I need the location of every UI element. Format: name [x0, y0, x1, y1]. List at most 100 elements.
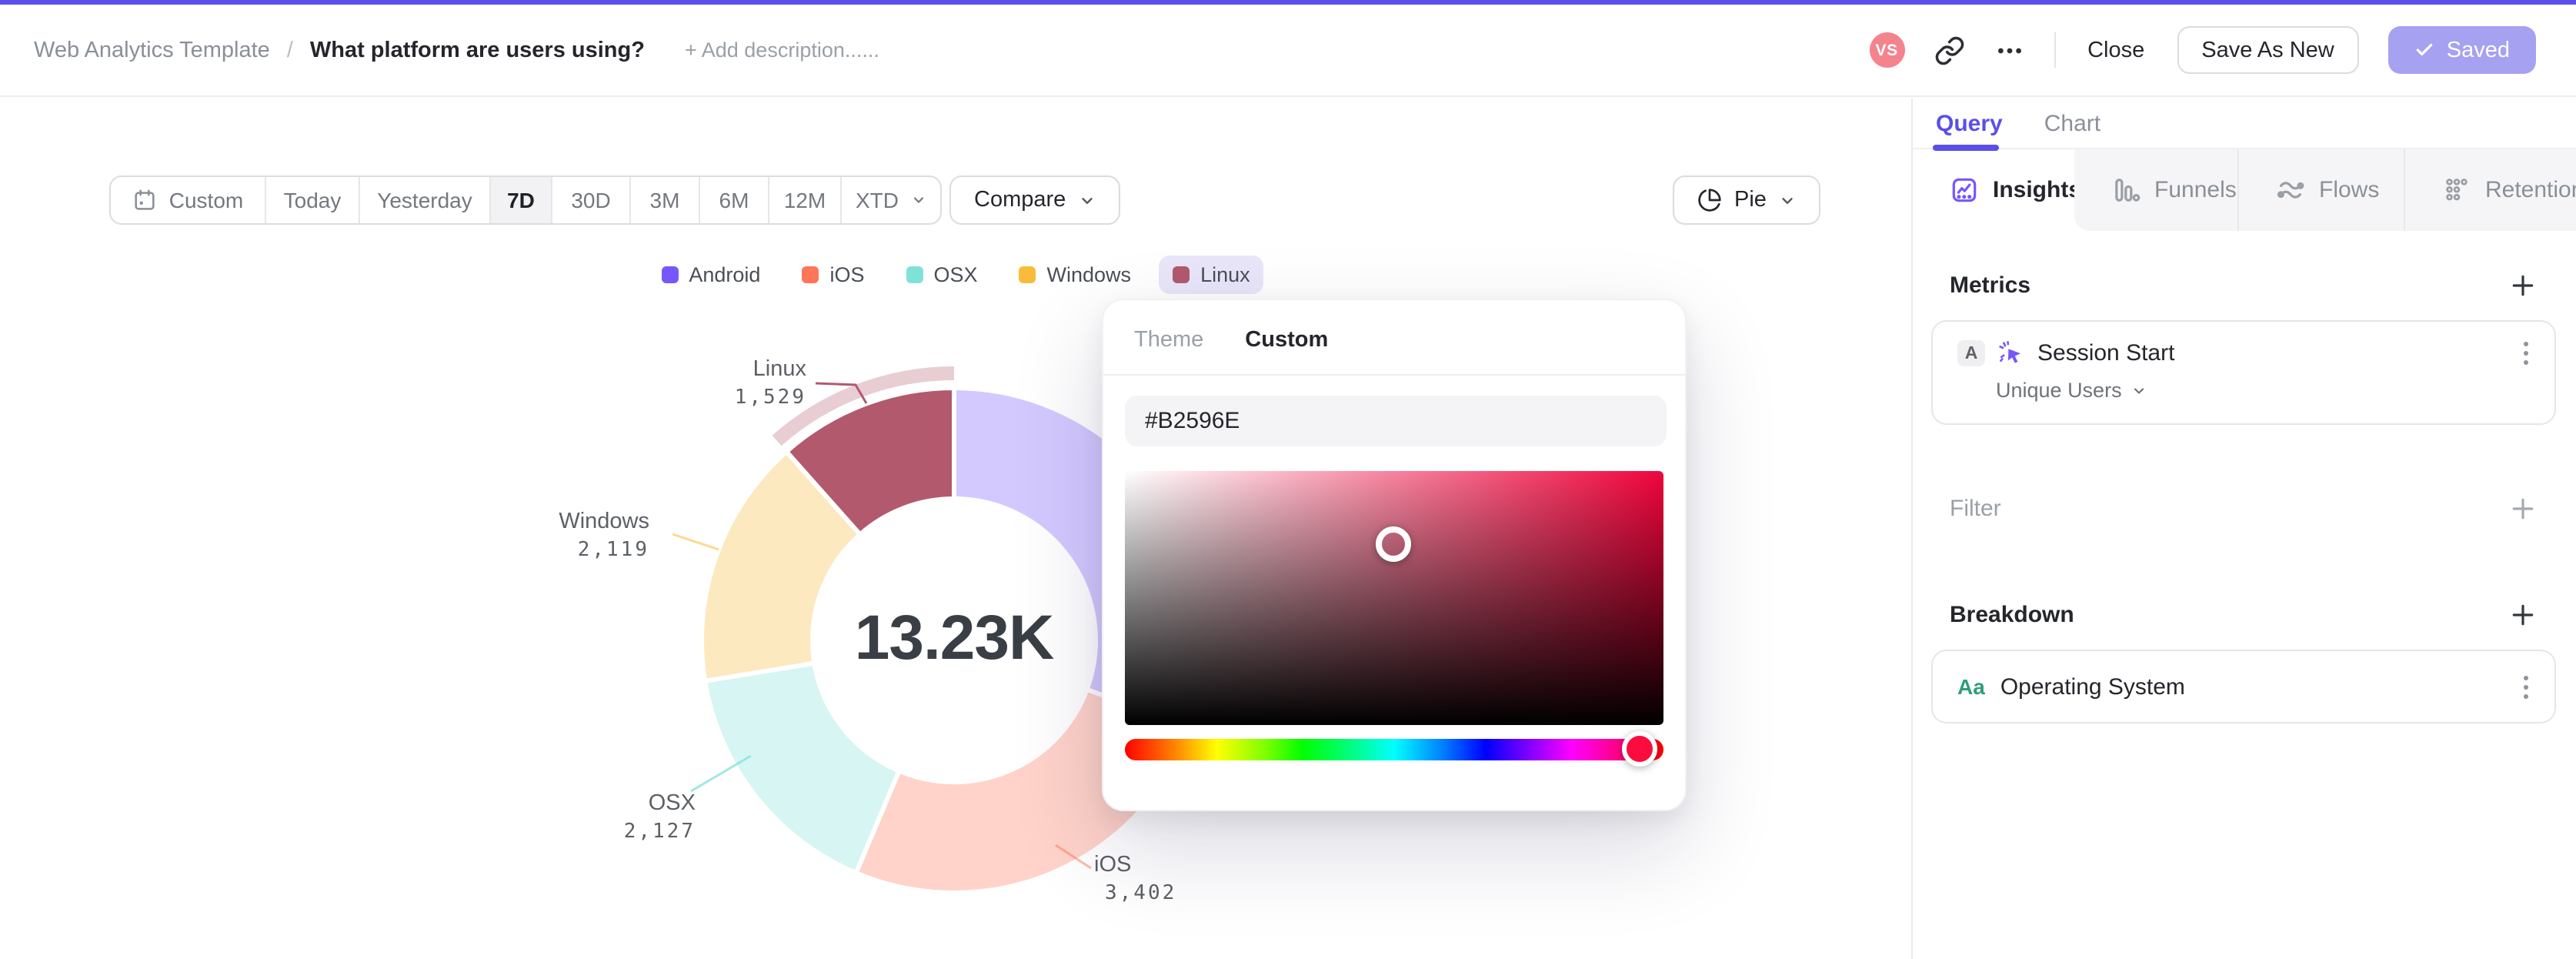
avatar[interactable]: VS	[1869, 32, 1905, 68]
legend-swatch	[1019, 266, 1036, 283]
chart-canvas: Custom Today Yesterday 7D 30D 3M 6M 12M XTD Comp…	[0, 99, 1911, 959]
tab-insights[interactable]: Insights	[1913, 149, 2081, 231]
legend-item-ios[interactable]: iOS	[788, 256, 878, 294]
breakdown-heading: Breakdown	[1950, 602, 2074, 628]
filter-heading: Filter	[1950, 496, 2001, 522]
more-menu-icon[interactable]	[1994, 35, 2024, 65]
breakdown-section-header: Breakdown	[1913, 602, 2576, 628]
legend-item-android[interactable]: Android	[647, 256, 774, 294]
metric-row: A Session Start	[1957, 339, 2531, 368]
breakdown-kebab-menu[interactable]	[2521, 672, 2531, 701]
legend-item-osx[interactable]: OSX	[893, 256, 992, 294]
add-description-button[interactable]: + Add description......	[684, 38, 879, 62]
tab-retention[interactable]: Retention	[2404, 149, 2576, 231]
add-breakdown-button[interactable]	[2510, 602, 2536, 628]
range-xtd[interactable]: XTD	[840, 177, 940, 223]
range-12m[interactable]: 12M	[768, 177, 840, 223]
header-actions: VS Close Save As New Saved	[1869, 26, 2536, 74]
filter-section-header: Filter	[1913, 496, 2576, 522]
active-tab-underline	[1933, 145, 1999, 151]
tab-funnels[interactable]: Funnels	[2074, 149, 2237, 231]
hue-slider[interactable]	[1125, 731, 1663, 767]
add-filter-button[interactable]	[2510, 496, 2536, 522]
saturation-brightness-field[interactable]	[1125, 471, 1663, 725]
callout-name: iOS	[1094, 853, 1132, 877]
analysis-type-tabs: Insights Funnels Flows Retention	[1913, 149, 2576, 231]
metric-event-name: Session Start	[2037, 340, 2175, 366]
aggregation-label: Unique Users	[1996, 379, 2122, 402]
donut-total-label: 13.23K	[854, 602, 1054, 673]
tab-theme[interactable]: Theme	[1134, 328, 1204, 353]
metric-card[interactable]: A Session Start Unique Users	[1931, 320, 2556, 425]
slice-windows[interactable]	[699, 449, 863, 683]
save-as-new-button[interactable]: Save As New	[2177, 26, 2359, 74]
chevron-down-icon	[1078, 192, 1095, 209]
header-bar: Web Analytics Template / What platform a…	[0, 5, 2576, 97]
slice-linux[interactable]	[784, 386, 956, 537]
callout-connector	[672, 533, 719, 551]
color-field-cursor[interactable]	[1375, 526, 1411, 562]
callout-connector	[1055, 844, 1092, 870]
callout-value: 1,529	[734, 386, 806, 409]
flows-icon	[2276, 175, 2305, 205]
add-metric-button[interactable]	[2510, 272, 2536, 299]
aggregation-dropdown[interactable]: Unique Users	[1996, 379, 2147, 402]
date-range-segmented-control: Custom Today Yesterday 7D 30D 3M 6M 12M XTD	[109, 175, 942, 225]
breakdown-property-name: Operating System	[2000, 673, 2185, 700]
legend-swatch	[1173, 266, 1190, 283]
share-link-icon[interactable]	[1934, 35, 1964, 65]
funnels-icon	[2111, 175, 2141, 205]
breadcrumb-root-link[interactable]: Web Analytics Template	[34, 38, 270, 62]
legend-swatch	[802, 266, 819, 283]
sidebar-tabs: Query Chart	[1913, 99, 2576, 151]
callout-value: 2,127	[623, 820, 696, 843]
tab-custom[interactable]: Custom	[1245, 328, 1329, 353]
header-divider	[2054, 32, 2056, 68]
range-7d[interactable]: 7D	[489, 177, 551, 223]
callout-name: OSX	[648, 791, 696, 816]
legend-swatch	[906, 266, 923, 283]
retention-icon	[2442, 175, 2471, 205]
tab-query[interactable]: Query	[1936, 110, 2003, 136]
query-sidebar: Query Chart Insights Funnels F	[1911, 99, 2576, 959]
compare-button[interactable]: Compare	[949, 175, 1120, 225]
callout-ios: iOS 3,402	[1094, 851, 1294, 908]
chevron-down-icon	[2131, 383, 2147, 398]
range-30d[interactable]: 30D	[551, 177, 629, 223]
tab-flows[interactable]: Flows	[2237, 149, 2404, 231]
tab-label: Funnels	[2154, 177, 2237, 203]
range-3m[interactable]: 3M	[629, 177, 699, 223]
chart-type-button[interactable]: Pie	[1673, 175, 1820, 225]
property-type-badge: Aa	[1957, 674, 1985, 699]
callout-value: 3,402	[1105, 881, 1177, 904]
callout-connector	[815, 382, 868, 404]
tab-label: Flows	[2319, 177, 2380, 203]
legend-item-windows[interactable]: Windows	[1006, 256, 1146, 294]
saved-label: Saved	[2446, 38, 2510, 62]
compare-label: Compare	[974, 188, 1066, 212]
tab-label: Retention	[2485, 177, 2576, 203]
legend-swatch	[661, 266, 679, 283]
pie-chart-icon	[1697, 188, 1722, 212]
check-icon	[2414, 40, 2434, 60]
breadcrumb-separator: /	[286, 38, 293, 62]
range-yesterday[interactable]: Yesterday	[359, 177, 489, 223]
legend-item-linux[interactable]: Linux	[1159, 256, 1264, 294]
metrics-section-header: Metrics	[1913, 272, 2576, 299]
close-button[interactable]: Close	[2084, 26, 2148, 74]
callout-linux: Linux 1,529	[646, 356, 806, 413]
slice-osx[interactable]	[702, 660, 902, 876]
report-title[interactable]: What platform are users using?	[309, 38, 645, 62]
range-6m[interactable]: 6M	[699, 177, 768, 223]
insights-icon	[1950, 175, 1979, 205]
breakdown-card[interactable]: Aa Operating System	[1931, 650, 2556, 723]
range-today[interactable]: Today	[265, 177, 359, 223]
saved-button[interactable]: Saved	[2387, 26, 2536, 74]
metric-kebab-menu[interactable]	[2521, 339, 2531, 368]
calendar-icon	[132, 188, 157, 212]
hex-color-input[interactable]	[1125, 396, 1667, 446]
hue-slider-handle[interactable]	[1622, 731, 1658, 767]
tab-chart[interactable]: Chart	[2044, 110, 2101, 136]
chevron-down-icon	[1779, 192, 1796, 209]
range-custom[interactable]: Custom	[111, 177, 265, 223]
